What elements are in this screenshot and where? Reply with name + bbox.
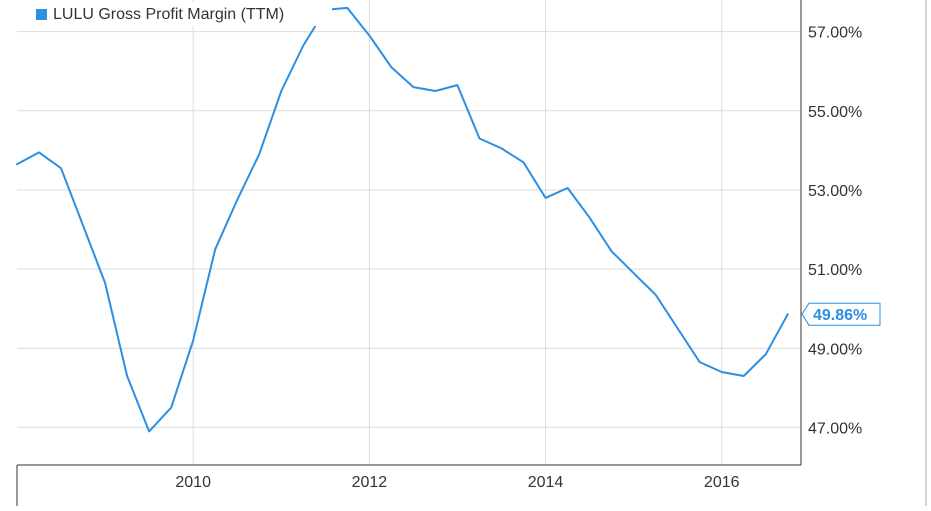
x-tick-label: 2016 [704, 474, 740, 491]
x-tick-label: 2014 [528, 474, 564, 491]
x-tick-label: 2012 [352, 474, 388, 491]
y-tick-label: 57.00% [808, 25, 862, 42]
legend: LULU Gross Profit Margin (TTM) [28, 2, 332, 26]
legend-background [28, 2, 332, 26]
y-tick-label: 53.00% [808, 183, 862, 200]
label-layer: 47.00% 49.00% 51.00% 53.00% 55.00% 57.00% 2010… [175, 25, 881, 491]
y-tick-label: 55.00% [808, 104, 862, 121]
legend-swatch [36, 9, 47, 20]
y-tick-label: 47.00% [808, 420, 862, 437]
series-layer [16, 6, 789, 433]
y-tick-label: 51.00% [808, 262, 862, 279]
grid-layer [17, 0, 801, 465]
x-tick-label: 2010 [175, 474, 211, 491]
legend-label: LULU Gross Profit Margin (TTM) [53, 6, 284, 23]
y-tick-label: 49.00% [808, 341, 862, 358]
axis-layer [16, 0, 927, 506]
series-line-lulu-gross-margin [16, 6, 789, 433]
last-value-callout [801, 302, 881, 326]
last-value-label: 49.86% [813, 307, 867, 324]
